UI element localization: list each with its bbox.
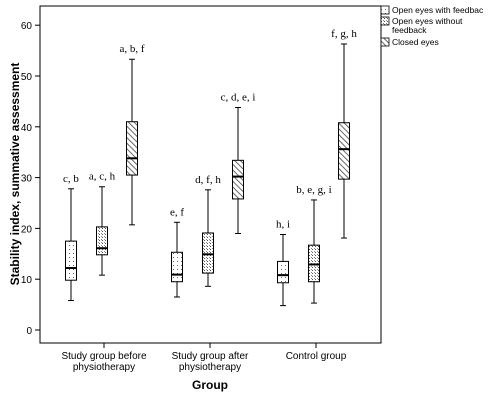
y-tick-label: 60 bbox=[21, 21, 33, 32]
x-axis: Study group before physiotherapy Study gro… bbox=[61, 343, 347, 373]
box-iqr bbox=[338, 122, 350, 180]
significance-label: d, f, h bbox=[195, 174, 221, 186]
box-iqr bbox=[171, 251, 183, 283]
significance-label: a, b, f bbox=[119, 43, 144, 55]
significance-label: c, d, e, i bbox=[221, 91, 256, 103]
box-iqr bbox=[308, 244, 320, 283]
y-tick-label: 0 bbox=[26, 326, 32, 337]
box-group: c, b bbox=[63, 173, 79, 302]
box-iqr bbox=[126, 121, 138, 176]
box-group: a, c, h bbox=[89, 171, 116, 276]
y-tick-label: 10 bbox=[21, 275, 33, 286]
y-tick-label: 30 bbox=[21, 174, 33, 185]
x-tick-label: Study group before physiotherapy bbox=[61, 351, 146, 373]
legend-label: Open eyes without feedback bbox=[392, 16, 463, 35]
x-tick-label: Study group after physiotherapy bbox=[172, 351, 249, 373]
box-iqr bbox=[96, 226, 108, 256]
box-group: h, i bbox=[276, 218, 290, 307]
legend-label: Closed eyes bbox=[392, 37, 439, 47]
box-group: c, d, e, i bbox=[221, 91, 256, 234]
box-iqr bbox=[202, 232, 214, 274]
y-tick-label: 50 bbox=[21, 72, 33, 83]
box-iqr bbox=[232, 159, 244, 200]
x-axis-label: Group bbox=[192, 378, 228, 392]
significance-label: c, b bbox=[63, 173, 79, 185]
box-group: d, f, h bbox=[195, 174, 221, 287]
significance-label: b, e, g, i bbox=[296, 184, 331, 196]
y-tick-label: 20 bbox=[21, 224, 33, 235]
legend-item: Open eyes without feedback bbox=[380, 16, 463, 35]
legend-swatch bbox=[380, 5, 390, 15]
box-iqr bbox=[277, 260, 289, 284]
legend-item: Open eyes with feedbac bbox=[380, 5, 484, 15]
significance-label: h, i bbox=[276, 218, 290, 230]
y-tick-label: 40 bbox=[21, 123, 33, 134]
boxes: c, b e, f h, i a, c, h d, f, h b, e, g, i a, b… bbox=[63, 28, 357, 307]
x-tick-label: Control group bbox=[286, 351, 347, 362]
box-group: e, f bbox=[170, 206, 184, 298]
significance-label: a, c, h bbox=[89, 171, 116, 183]
legend-label: Open eyes with feedbac bbox=[392, 5, 484, 15]
box-iqr bbox=[65, 240, 77, 281]
box-group: b, e, g, i bbox=[296, 184, 332, 304]
legend-item: Closed eyes bbox=[380, 37, 439, 47]
significance-label: f, g, h bbox=[331, 28, 357, 40]
legend-swatch bbox=[380, 16, 390, 26]
box-group: a, b, f bbox=[119, 43, 145, 226]
plot-area bbox=[39, 5, 382, 344]
significance-label: e, f bbox=[170, 206, 184, 218]
box-group: f, g, h bbox=[331, 28, 357, 239]
y-axis-label: Stability index, summative assessment bbox=[8, 63, 22, 286]
legend-swatch bbox=[380, 37, 390, 47]
y-axis: 0 10 20 30 40 50 60 bbox=[21, 21, 40, 337]
